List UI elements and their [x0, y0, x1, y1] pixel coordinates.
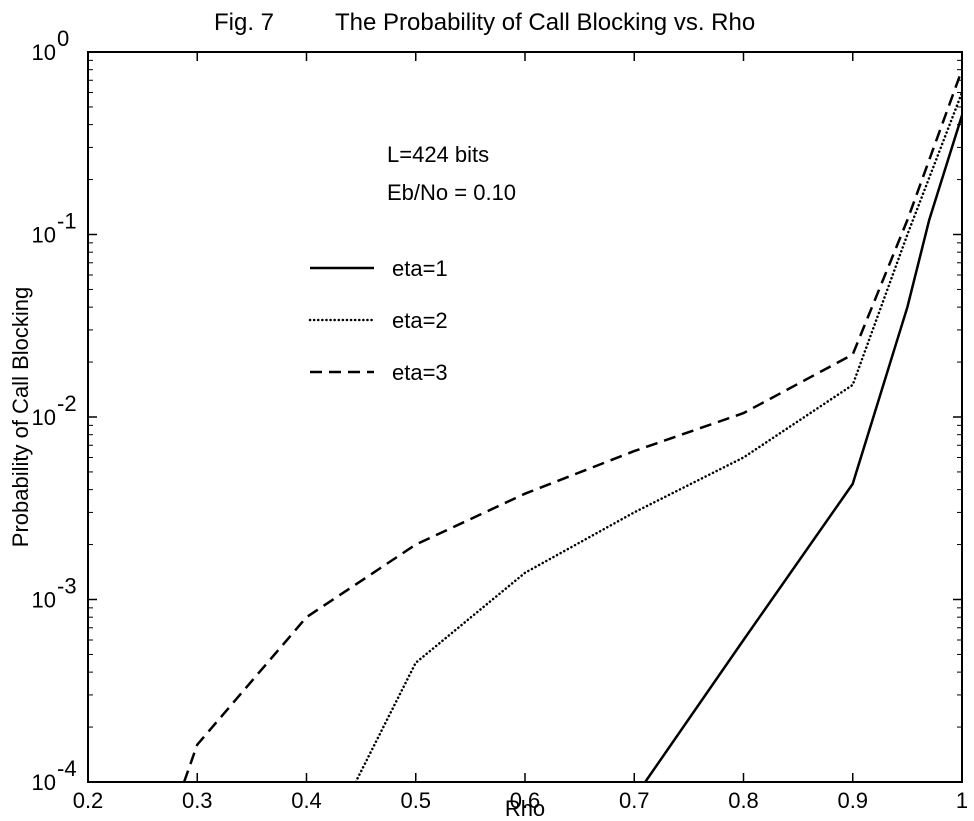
x-tick-label: 0.3 — [182, 788, 213, 813]
x-tick-label: 0.9 — [837, 788, 868, 813]
x-tick-label: 0.6 — [510, 788, 541, 813]
x-tick-label: 0.8 — [728, 788, 759, 813]
legend: eta=1 eta=2 eta=3 — [308, 256, 448, 385]
x-tick-label: 0.4 — [291, 788, 322, 813]
y-tick-exponent: -1 — [57, 209, 77, 234]
legend-label: eta=2 — [392, 308, 448, 333]
series-line-eta-3 — [182, 69, 962, 782]
y-tick-label: 10 — [32, 588, 56, 613]
figure-number: Fig. 7 — [214, 9, 274, 36]
y-tick-label: 10 — [32, 770, 56, 795]
plot-area — [87, 51, 963, 783]
series-group — [182, 69, 962, 782]
y-tick-label: 10 — [32, 405, 56, 430]
x-axis-label: Rho — [505, 796, 545, 821]
y-tick-label: 10 — [32, 40, 56, 65]
x-tick-label: 1 — [956, 788, 968, 813]
series-line-eta-2 — [354, 91, 962, 782]
y-tick-exponent: -3 — [57, 574, 77, 599]
y-tick-label: 10 — [32, 223, 56, 248]
annotation-text: Eb/No = 0.10 — [387, 180, 516, 205]
y-tick-exponent: 0 — [57, 26, 69, 51]
annotations: L=424 bits Eb/No = 0.10 — [387, 142, 516, 205]
x-tick-label: 0.7 — [619, 788, 650, 813]
legend-label: eta=1 — [392, 256, 448, 281]
y-axis-label: Probability of Call Blocking — [8, 287, 33, 547]
annotation-text: L=424 bits — [387, 142, 489, 167]
y-tick-exponent: -4 — [57, 756, 77, 781]
series-line-eta-1 — [644, 114, 962, 782]
x-tick-label: 0.2 — [73, 788, 104, 813]
x-tick-label: 0.5 — [400, 788, 431, 813]
axis-ticks: 0.2 0.3 0.4 0.5 0.6 0.7 0.8 0.9 110-410-310-210-… — [32, 26, 969, 813]
chart-title: The Probability of Call Blocking vs. Rho — [335, 9, 755, 36]
legend-label: eta=3 — [392, 360, 448, 385]
chart-title-group: Fig. 7 The Probability of Call Blocking … — [214, 9, 755, 36]
y-tick-exponent: -2 — [57, 391, 77, 416]
